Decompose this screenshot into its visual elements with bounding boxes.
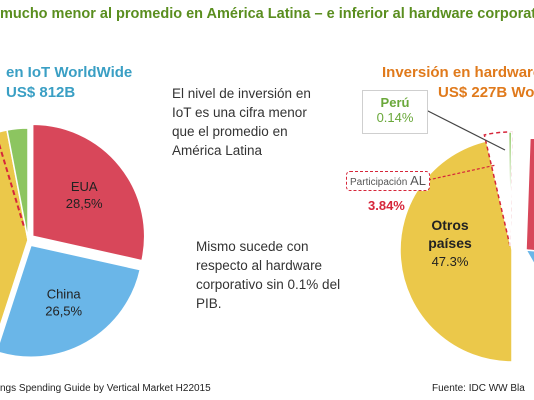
- left-pie-chart: EUA 28,5% China 26,5%: [0, 123, 146, 358]
- participacion-callout: Participación AL: [346, 171, 430, 191]
- participacion-connector: [427, 164, 497, 181]
- right-chart-heading-line2: US$ 227B Worl: [438, 84, 534, 101]
- right-value-otros: 47.3%: [432, 254, 469, 269]
- right-label-otros-1: Otros: [431, 217, 469, 233]
- peru-callout: Perú 0.14%: [362, 90, 428, 134]
- right-slice-blue: [524, 249, 534, 266]
- left-slice-eua: [31, 123, 146, 262]
- right-slice-red: [525, 137, 534, 252]
- left-slice-china: [0, 244, 142, 358]
- left-value-eua: 28,5%: [66, 196, 103, 211]
- left-slice-2: [0, 129, 29, 329]
- left-source: ngs Spending Guide by Vertical Market H2…: [0, 383, 211, 394]
- left-label-china: China: [47, 287, 82, 302]
- peru-value: 0.14%: [376, 110, 414, 125]
- left-label-eua: EUA: [71, 179, 98, 194]
- right-label-otros-2: países: [428, 235, 472, 251]
- slide-title: mucho menor al promedio en América Latin…: [0, 6, 534, 22]
- left-chart-heading-line1: en IoT WorldWide: [6, 64, 133, 81]
- right-chart-heading-line1: Inversión en hardware c: [382, 64, 534, 81]
- hardware-note: Mismo sucede con respecto al hardware co…: [196, 239, 341, 311]
- right-source: Fuente: IDC WW Bla: [432, 383, 525, 394]
- iot-note: El nivel de inversión en IoT es una cifr…: [172, 86, 311, 158]
- left-slice-3: [6, 127, 29, 241]
- peru-label: Perú: [380, 95, 410, 110]
- participacion-value: 3.84%: [368, 198, 405, 213]
- participacion-al: AL: [410, 173, 426, 188]
- right-slice-peru: [507, 131, 513, 247]
- right-pie-chart: Otros países 47.3%: [399, 109, 534, 363]
- participacion-label: Participación: [350, 177, 408, 188]
- peru-connector: [425, 109, 506, 151]
- left-value-china: 26,5%: [45, 304, 82, 319]
- left-chart-heading-line2: US$ 812B: [6, 84, 76, 101]
- right-slice-otros: [399, 138, 513, 363]
